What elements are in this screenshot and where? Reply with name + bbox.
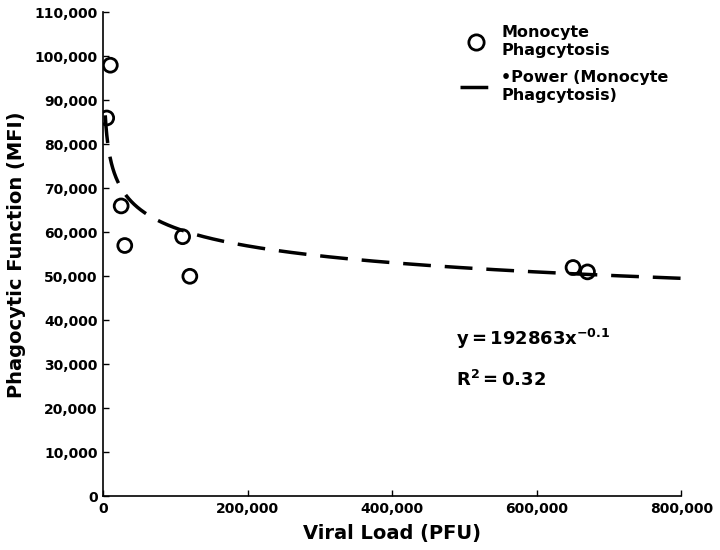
Point [177, 232, 189, 241]
Point [115, 201, 127, 210]
Y-axis label: Phagocytic Function (MFI): Phagocytic Function (MFI) [7, 111, 26, 398]
Point [184, 272, 196, 280]
Point [101, 114, 112, 123]
Point [567, 263, 579, 272]
Point [119, 241, 130, 250]
Legend: Monocyte
Phagcytosis, •Power (Monocyte
Phagcytosis): Monocyte Phagcytosis, •Power (Monocyte P… [455, 20, 673, 108]
Point [104, 61, 116, 70]
Text: $\mathbf{R^2 = 0.32}$: $\mathbf{R^2 = 0.32}$ [456, 370, 546, 390]
Text: $\mathbf{y = 192863x^{-0.1}}$: $\mathbf{y = 192863x^{-0.1}}$ [456, 327, 611, 351]
Point [582, 267, 593, 276]
X-axis label: Viral Load (PFU): Viral Load (PFU) [303, 524, 481, 543]
